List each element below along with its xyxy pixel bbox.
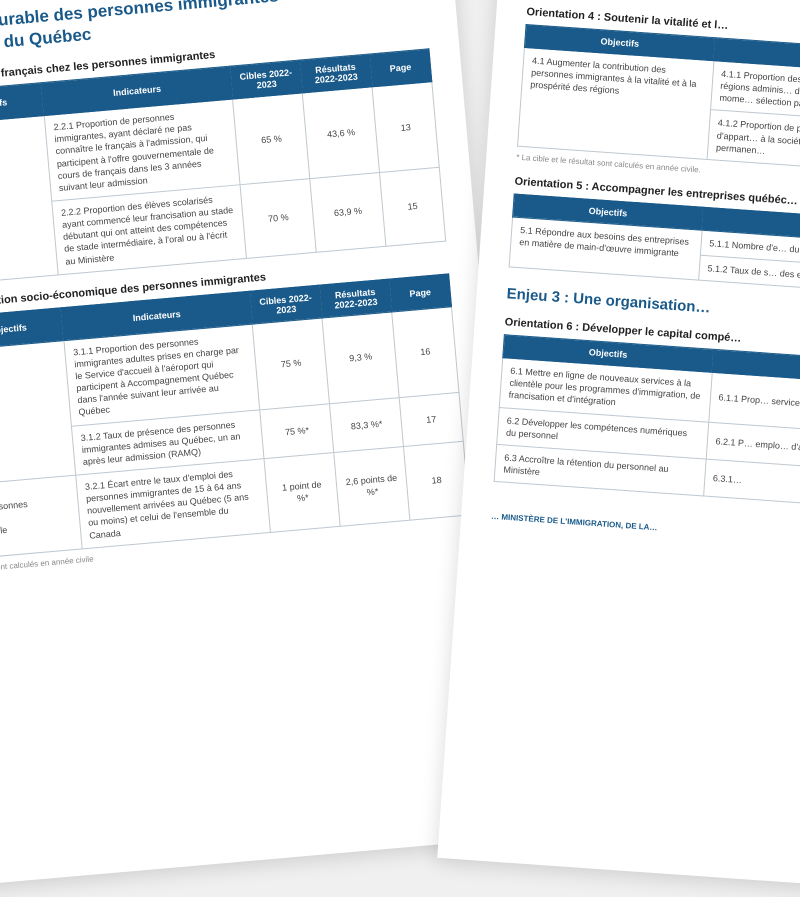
cell-resultat: 83,3 %*: [330, 397, 404, 452]
cell-resultat: 63,9 %: [310, 173, 386, 253]
cell-page: 16: [392, 307, 459, 398]
cell-page: 13: [372, 82, 439, 173]
table-orientation-5: Objectifs Indicateurs 5.1 Répondre aux b…: [509, 193, 800, 302]
cell-objectif: …rts …personnes …es …mble: [0, 475, 82, 558]
page-right: Orientation 4 : Soutenir la vitalité et …: [437, 0, 800, 897]
title-line-2: …égions du Québec: [0, 25, 92, 58]
cell-resultat: 43,6 %: [303, 87, 380, 179]
table-orientation-6: Objectifs Indicateurs 6.1 Mettre en lign…: [494, 334, 800, 517]
cell-indicator: 2.2.2 Proportion des élèves scolarisés a…: [52, 185, 247, 275]
cell-page: 17: [399, 392, 463, 446]
table-orientation-3: Objectifs Indicateurs Cibles 2022-2023 R…: [0, 273, 470, 559]
cell-cible: 75 %: [253, 318, 330, 410]
cell-objectif: 4.1 Augmenter la contribution des person…: [518, 47, 714, 159]
cell-resultat: 9,3 %: [322, 312, 399, 404]
cell-resultat: 2,6 points de %*: [334, 446, 410, 526]
cell-page: 15: [380, 167, 446, 246]
cell-indicator: 6.3.1…: [703, 459, 800, 516]
cell-cible: 75 %*: [260, 403, 334, 458]
col-page: Page: [369, 49, 432, 87]
cell-cible: 65 %: [233, 93, 310, 185]
footer-ministere: … MINISTÈRE DE L'IMMIGRATION, DE LA…: [491, 512, 800, 556]
cell-cible: 1 point de %*: [264, 453, 340, 533]
cell-cible: 70 %: [240, 179, 316, 259]
cell-indicator: 3.1.1 Proportion des personnes immigrant…: [64, 324, 260, 426]
cell-indicator: 5.1.2 Taux de s… des entreprise… un acco…: [698, 255, 800, 302]
col-page: Page: [389, 274, 452, 312]
cell-indicator: 3.2.1 Écart entre le taux d'emploi des p…: [75, 459, 270, 549]
cell-page: 18: [404, 441, 470, 520]
table-orientation-2: Objectifs Indicateurs Cibles 2022-2023 R…: [0, 48, 446, 284]
cell-objectif: …onne …rcours: [0, 340, 75, 484]
cell-indicator: 2.2.1 Proportion de personnes immigrante…: [44, 99, 240, 201]
